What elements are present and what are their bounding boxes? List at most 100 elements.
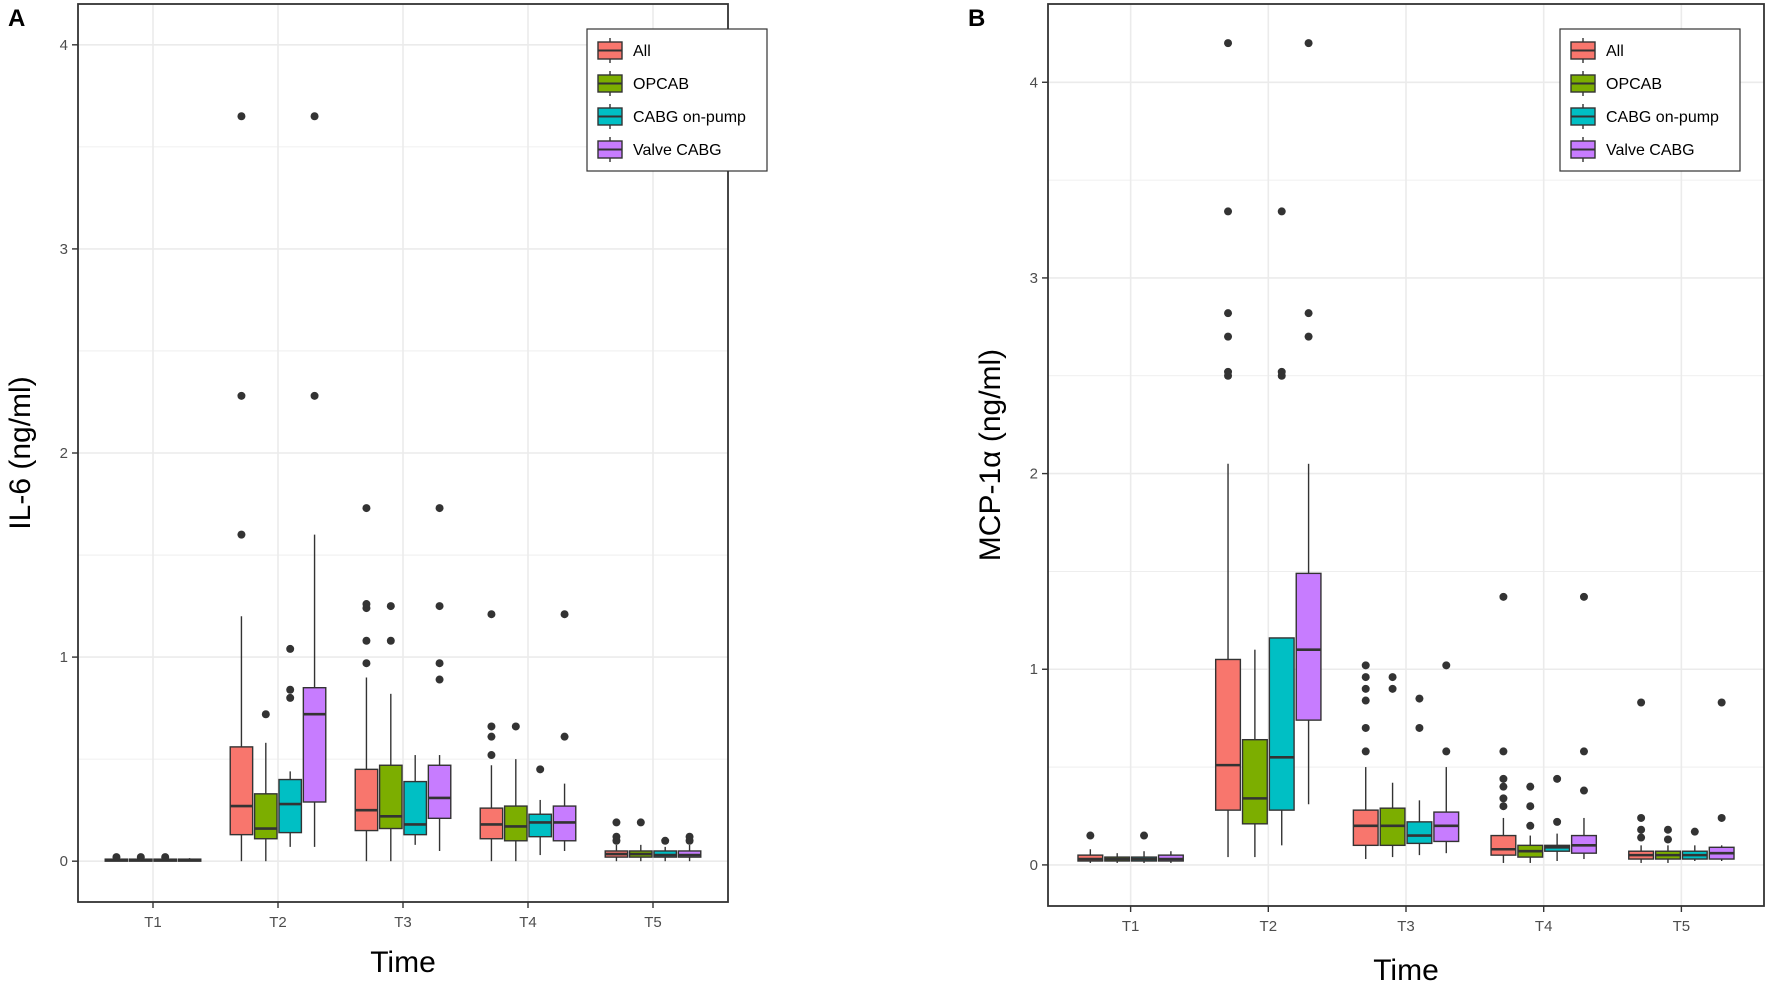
outlier-point [1637,825,1646,834]
box-all-t3 [1352,661,1379,860]
outlier-point [1499,794,1508,803]
outlier-point [1304,332,1313,341]
box-body [1406,821,1433,845]
outlier-point [1499,592,1508,601]
box-cabg-on-pump-t2 [278,644,303,847]
outlier-point [362,636,371,645]
box-valve-cabg-t4 [552,610,577,851]
outlier-point [1388,673,1397,682]
box-cabg-on-pump-t4 [528,765,553,856]
outlier-point [560,732,569,741]
outlier-point [1663,835,1672,844]
box-cabg-on-pump-t3 [1406,694,1433,856]
box-cabg-on-pump-t3 [403,755,428,845]
panel-label: A [8,5,25,32]
outlier-point [1388,684,1397,693]
box-body [1490,834,1517,856]
outlier-point [1224,332,1233,341]
outlier-point [1442,747,1451,756]
outlier-point [511,722,520,731]
outlier-point [1690,827,1699,836]
outlier-point [661,836,670,845]
legend-label: Valve CABG [633,142,722,159]
outlier-point [1553,774,1562,783]
legend-label: CABG on-pump [633,109,746,126]
outlier-point [1526,802,1535,811]
box-body [229,746,254,836]
outlier-point [1224,309,1233,318]
outlier-point [685,832,694,841]
panel-label: B [968,5,985,32]
boxes [104,112,702,862]
outlier-point [286,644,295,653]
box-opcab-t4 [503,722,528,862]
x-tick-label: T5 [1673,918,1691,935]
y-tick-label: 3 [1030,270,1038,287]
outlier-point [487,751,496,760]
legend-key [1570,71,1596,96]
x-tick-label: T2 [1260,918,1278,935]
legend-label: All [1606,43,1624,60]
box-valve-cabg-t2 [302,112,327,847]
x-tick-label: T5 [644,914,662,931]
outlier-point [1526,821,1535,830]
y-tick-label: 1 [1030,661,1038,678]
outlier-point [487,610,496,619]
box-opcab-t5 [1654,825,1682,863]
outlier-point [1442,661,1451,670]
box-body [1214,658,1242,811]
outlier-point [386,636,395,645]
outlier-point [1499,774,1508,783]
box-body [403,780,428,836]
legend-key [1570,137,1596,162]
outlier-point [435,659,444,668]
box-cabg-on-pump-t5 [1681,827,1708,861]
outlier-point [1526,782,1535,791]
y-axis: 0 1 2 3 4 [1030,74,1048,874]
legend: All OPCAB CABG on-pump Valve CABG [586,28,768,172]
outlier-point [1361,684,1370,693]
box-cabg-on-pump-t4 [1544,774,1571,861]
outlier-point [1304,309,1313,318]
box-all-t5 [604,818,629,862]
y-axis-title: IL-6 (ng/ml) [4,376,37,529]
x-axis: T1 T2 T3 T4 T5 [1122,906,1690,935]
outlier-point [310,112,319,121]
box-body [378,764,403,830]
box-valve-cabg-t3 [427,504,452,851]
box-opcab-t2 [253,710,278,862]
legend-label: CABG on-pump [1606,109,1719,126]
panel-a: 0 1 2 3 4 T1 T2 T3 T4 T5 Time IL-6 (ng/ml) A All OPCAB… [4,3,768,979]
x-axis-title: Time [1373,954,1439,987]
y-tick-label: 4 [1030,74,1038,91]
x-axis: T1 T2 T3 T4 T5 [144,902,662,931]
box-all-t2 [229,112,254,862]
boxes [1077,39,1735,863]
outlier-point [1579,786,1588,795]
grid [78,4,728,902]
outlier-point [362,600,371,609]
outlier-point [237,391,246,400]
box-body [503,805,528,842]
outlier-point [1637,833,1646,842]
box-cabg-on-pump-t5 [653,836,678,862]
outlier-point [1499,747,1508,756]
outlier-point [237,530,246,539]
box-valve-cabg-t5 [1708,698,1735,861]
legend-label: OPCAB [633,76,689,93]
box-valve-cabg-t1 [177,858,202,862]
box-all-t4 [1490,592,1517,863]
outlier-point [237,112,246,121]
box-body [278,778,303,834]
outlier-point [435,602,444,611]
box-opcab-t3 [378,602,403,862]
y-tick-label: 2 [1030,466,1038,483]
box-all-t3 [354,504,379,862]
outlier-point [487,732,496,741]
x-tick-label: T2 [269,914,287,931]
outlier-point [1304,39,1313,48]
outlier-point [1224,39,1233,48]
box-valve-cabg-t2 [1295,39,1322,805]
y-tick-label: 1 [60,649,68,666]
box-valve-cabg-t4 [1570,592,1598,860]
